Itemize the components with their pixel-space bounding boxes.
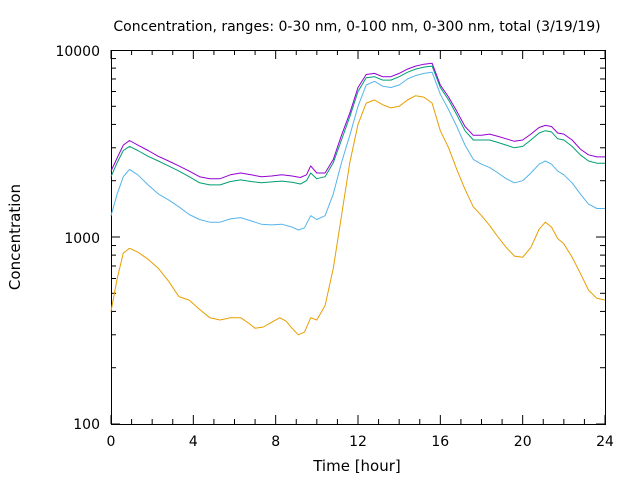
series-line-1 (110, 95, 606, 336)
y-axis-ticks (111, 58, 605, 425)
series-line-2 (110, 71, 605, 231)
y-tick-label-100: 100 (73, 417, 100, 433)
x-tick-label-24: 24 (596, 434, 614, 450)
y-axis-label: Concentration (6, 184, 24, 290)
x-tick-label-4: 4 (189, 434, 198, 450)
series-line-3 (110, 65, 605, 186)
series-line-4 (110, 62, 605, 180)
x-tick-label-0: 0 (107, 434, 116, 450)
x-axis-label: Time [hour] (312, 457, 401, 475)
x-tick-label-12: 12 (349, 434, 367, 450)
series-layer (110, 62, 606, 336)
x-tick-label-20: 20 (514, 434, 532, 450)
chart-title: Concentration, ranges: 0-30 nm, 0-100 nm… (113, 19, 600, 35)
x-axis-ticks (110, 50, 606, 424)
x-tick-label-16: 16 (431, 434, 449, 450)
plot-frame (111, 50, 606, 425)
y-tick-label-1000: 1000 (64, 231, 100, 247)
y-tick-label-10000: 10000 (55, 44, 100, 60)
x-tick-label-8: 8 (271, 434, 280, 450)
